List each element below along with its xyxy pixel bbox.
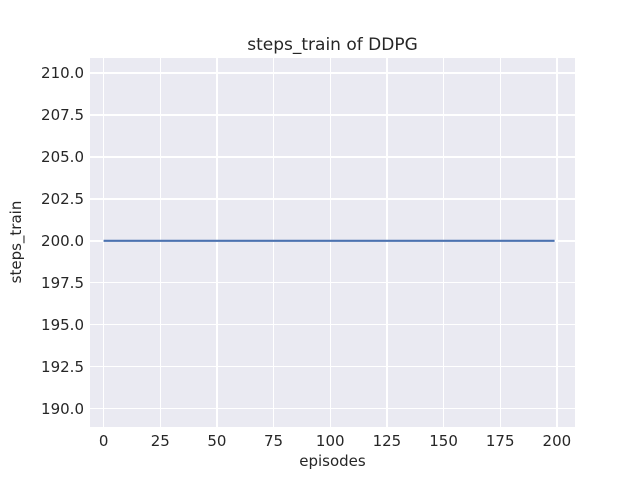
x-tick-label: 0 [98, 432, 109, 450]
y-gridline [90, 114, 575, 116]
series-layer [103, 239, 555, 242]
x-tick-label: 50 [207, 432, 227, 450]
x-gridline [216, 58, 218, 427]
x-gridline [386, 58, 388, 427]
y-tick-label: 202.5 [41, 189, 84, 208]
y-tick-label: 207.5 [41, 106, 84, 125]
x-tick-label: 125 [372, 432, 402, 450]
x-gridline [556, 58, 558, 427]
y-gridline [90, 323, 575, 326]
y-gridline [90, 282, 575, 284]
x-tick-label: 75 [264, 432, 284, 450]
y-tick-label: 195.0 [41, 315, 84, 334]
y-tick-label: 190.0 [41, 399, 84, 418]
x-gridline [102, 58, 105, 427]
x-gridline [329, 58, 331, 427]
x-gridline [499, 58, 501, 427]
y-gridline [90, 198, 575, 200]
y-gridline [90, 407, 575, 410]
plot-area [90, 58, 575, 427]
y-tick-label: 200.0 [41, 231, 84, 250]
y-tick-label: 197.5 [41, 273, 84, 292]
x-tick-label: 175 [485, 432, 515, 450]
x-tick-label: 150 [429, 432, 458, 450]
x-gridline [272, 58, 275, 427]
y-gridline [90, 72, 575, 74]
x-tick-label: 25 [150, 432, 170, 450]
x-tick-label: 200 [542, 432, 572, 450]
x-gridline [442, 58, 445, 427]
y-tick-label: 205.0 [41, 147, 84, 166]
chart-title: steps_train of DDPG [247, 35, 418, 55]
y-tick-label: 210.0 [41, 64, 84, 83]
y-gridline [90, 365, 575, 368]
y-gridline [90, 156, 575, 158]
x-axis-label: episodes [299, 452, 366, 470]
x-tick-label: 100 [315, 432, 345, 450]
x-gridline [159, 58, 161, 427]
y-tick-label: 192.5 [41, 357, 84, 376]
